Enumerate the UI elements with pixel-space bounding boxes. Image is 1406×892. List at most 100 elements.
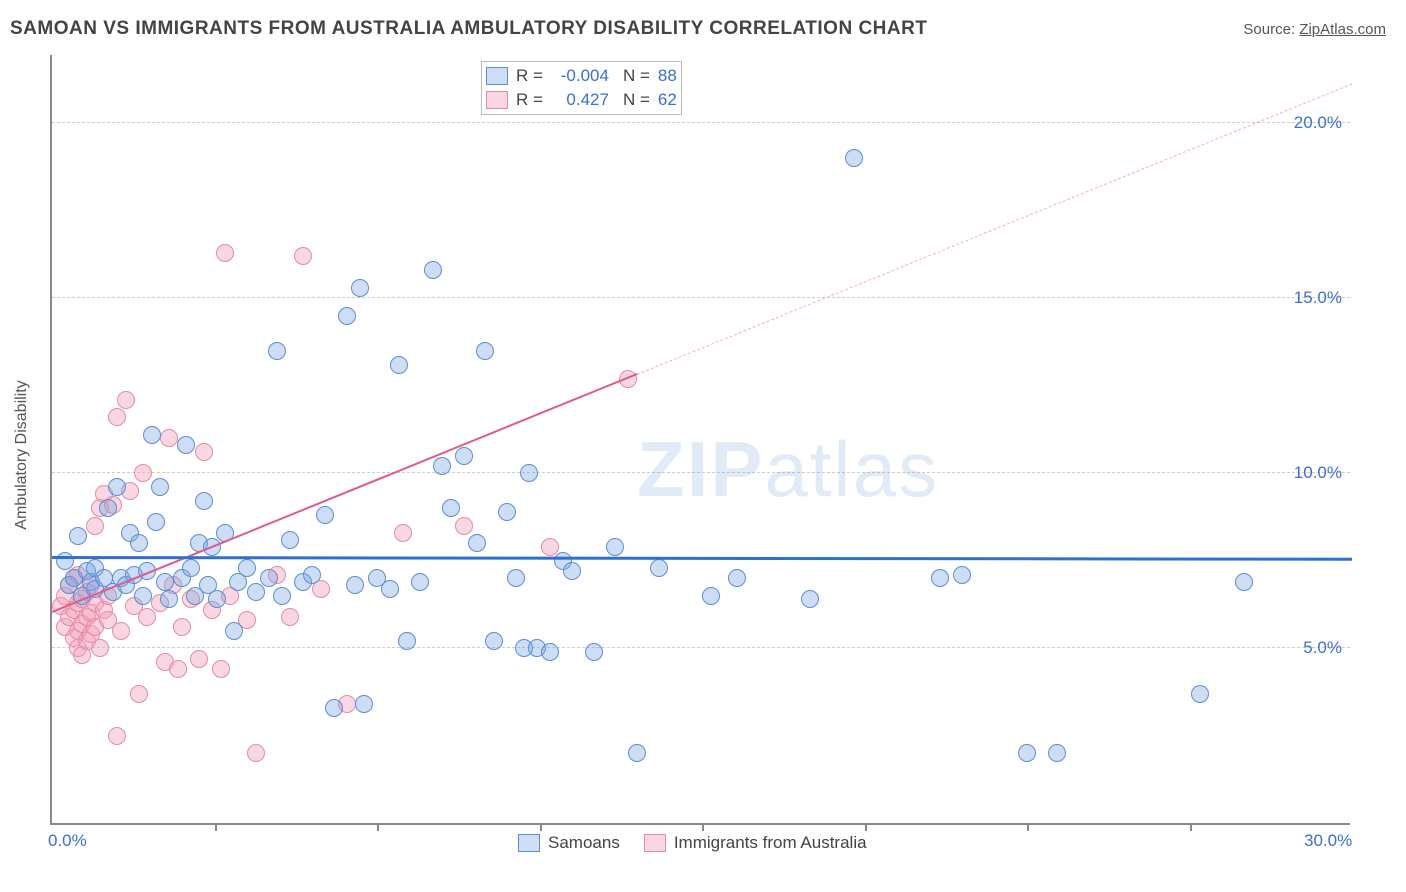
- watermark: ZIPatlas: [637, 424, 939, 515]
- trend-line: [52, 373, 638, 613]
- point-samoans: [801, 590, 819, 608]
- x-tick: [702, 823, 704, 831]
- point-immigrants: [247, 744, 265, 762]
- point-samoans: [316, 506, 334, 524]
- legend-stats: R =-0.004N =88R =0.427N =62: [481, 61, 682, 115]
- n-value: 62: [658, 90, 677, 110]
- y-tick-label: 5.0%: [1303, 638, 1342, 658]
- point-samoans: [325, 699, 343, 717]
- source-link[interactable]: ZipAtlas.com: [1299, 21, 1386, 38]
- point-samoans: [845, 149, 863, 167]
- gridline: [52, 472, 1350, 473]
- gridline: [52, 122, 1350, 123]
- legend-label-immigrants: Immigrants from Australia: [674, 833, 867, 853]
- point-samoans: [130, 534, 148, 552]
- x-tick: [1190, 823, 1192, 831]
- point-samoans: [424, 261, 442, 279]
- point-immigrants: [91, 639, 109, 657]
- point-samoans: [485, 632, 503, 650]
- y-tick-label: 10.0%: [1294, 463, 1342, 483]
- point-samoans: [151, 478, 169, 496]
- point-samoans: [563, 562, 581, 580]
- point-immigrants: [108, 727, 126, 745]
- point-samoans: [585, 643, 603, 661]
- point-samoans: [476, 342, 494, 360]
- swatch-immigrants: [644, 834, 666, 852]
- point-immigrants: [216, 244, 234, 262]
- point-samoans: [442, 499, 460, 517]
- point-samoans: [108, 478, 126, 496]
- point-samoans: [69, 527, 87, 545]
- x-tick: [540, 823, 542, 831]
- point-samoans: [381, 580, 399, 598]
- point-samoans: [208, 590, 226, 608]
- point-immigrants: [169, 660, 187, 678]
- point-samoans: [281, 531, 299, 549]
- gridline: [52, 297, 1350, 298]
- point-samoans: [498, 503, 516, 521]
- point-samoans: [931, 569, 949, 587]
- point-samoans: [411, 573, 429, 591]
- point-samoans: [238, 559, 256, 577]
- point-samoans: [247, 583, 265, 601]
- point-samoans: [520, 464, 538, 482]
- point-samoans: [303, 566, 321, 584]
- point-samoans: [134, 587, 152, 605]
- point-samoans: [433, 457, 451, 475]
- n-label: N =: [623, 66, 650, 86]
- point-samoans: [650, 559, 668, 577]
- point-samoans: [160, 590, 178, 608]
- point-samoans: [355, 695, 373, 713]
- point-immigrants: [173, 618, 191, 636]
- point-samoans: [156, 573, 174, 591]
- point-immigrants: [108, 408, 126, 426]
- point-samoans: [606, 538, 624, 556]
- gridline: [52, 647, 1350, 648]
- legend-item-samoans: Samoans: [518, 833, 620, 853]
- point-samoans: [99, 499, 117, 517]
- stat-swatch: [486, 91, 508, 109]
- point-immigrants: [455, 517, 473, 535]
- point-samoans: [1048, 744, 1066, 762]
- legend-item-immigrants: Immigrants from Australia: [644, 833, 867, 853]
- point-immigrants: [294, 247, 312, 265]
- point-samoans: [273, 587, 291, 605]
- point-immigrants: [86, 517, 104, 535]
- n-label: N =: [623, 90, 650, 110]
- point-samoans: [338, 307, 356, 325]
- x-tick: [377, 823, 379, 831]
- r-label: R =: [516, 90, 543, 110]
- point-samoans: [182, 559, 200, 577]
- point-samoans: [953, 566, 971, 584]
- point-samoans: [143, 426, 161, 444]
- x-tick: [865, 823, 867, 831]
- point-immigrants: [195, 443, 213, 461]
- r-value: 0.427: [551, 90, 609, 110]
- point-samoans: [1018, 744, 1036, 762]
- point-immigrants: [112, 622, 130, 640]
- point-samoans: [455, 447, 473, 465]
- point-immigrants: [281, 608, 299, 626]
- point-samoans: [225, 622, 243, 640]
- chart-title: SAMOAN VS IMMIGRANTS FROM AUSTRALIA AMBU…: [10, 18, 927, 40]
- stat-swatch: [486, 67, 508, 85]
- point-samoans: [346, 576, 364, 594]
- point-immigrants: [394, 524, 412, 542]
- n-value: 88: [658, 66, 677, 86]
- point-samoans: [351, 279, 369, 297]
- point-samoans: [541, 643, 559, 661]
- y-tick-label: 20.0%: [1294, 113, 1342, 133]
- x-tick-label: 0.0%: [48, 831, 87, 851]
- x-tick-label: 30.0%: [1304, 831, 1352, 851]
- legend-bottom: Samoans Immigrants from Australia: [518, 833, 867, 853]
- y-axis-label: Ambulatory Disability: [13, 380, 31, 529]
- point-samoans: [1191, 685, 1209, 703]
- legend-label-samoans: Samoans: [548, 833, 620, 853]
- point-immigrants: [160, 429, 178, 447]
- x-tick: [215, 823, 217, 831]
- point-samoans: [398, 632, 416, 650]
- point-immigrants: [134, 464, 152, 482]
- point-immigrants: [190, 650, 208, 668]
- point-samoans: [390, 356, 408, 374]
- r-value: -0.004: [551, 66, 609, 86]
